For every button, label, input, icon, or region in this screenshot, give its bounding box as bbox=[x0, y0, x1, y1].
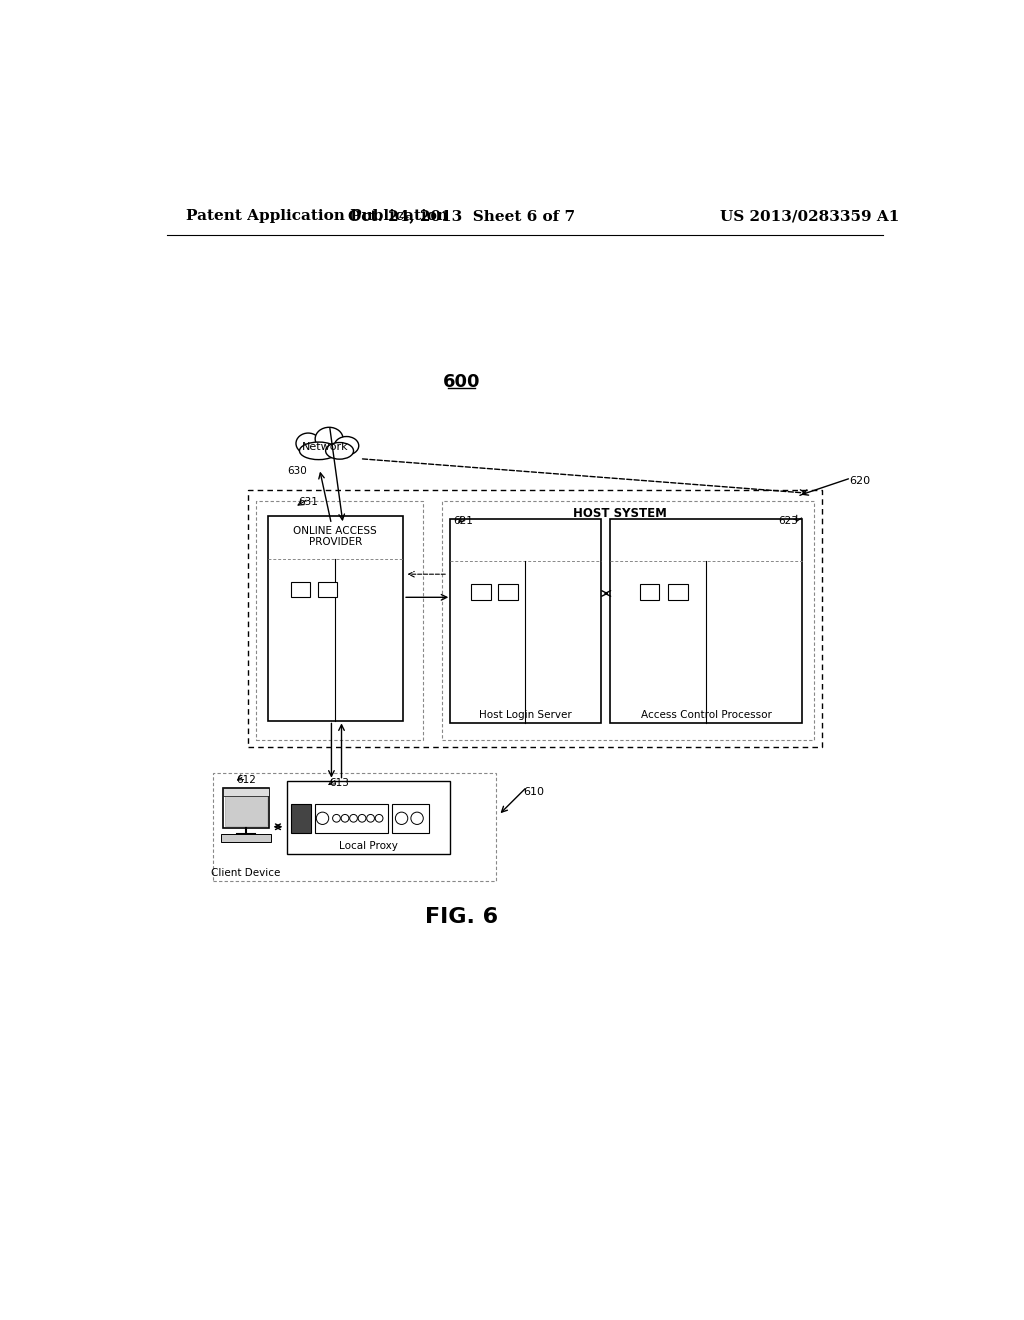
Text: 610: 610 bbox=[523, 787, 544, 797]
Text: HOST SYSTEM: HOST SYSTEM bbox=[573, 507, 667, 520]
Ellipse shape bbox=[335, 437, 358, 455]
FancyBboxPatch shape bbox=[610, 519, 802, 723]
Text: 620: 620 bbox=[849, 475, 869, 486]
FancyBboxPatch shape bbox=[222, 788, 269, 829]
FancyBboxPatch shape bbox=[669, 585, 687, 599]
Text: Client Device: Client Device bbox=[211, 867, 281, 878]
FancyBboxPatch shape bbox=[287, 780, 450, 854]
FancyBboxPatch shape bbox=[267, 516, 403, 721]
FancyBboxPatch shape bbox=[213, 774, 496, 880]
Text: 621: 621 bbox=[454, 516, 473, 527]
FancyBboxPatch shape bbox=[222, 788, 269, 796]
Text: US 2013/0283359 A1: US 2013/0283359 A1 bbox=[720, 209, 900, 223]
Text: 623: 623 bbox=[778, 516, 799, 527]
Text: 613: 613 bbox=[330, 779, 349, 788]
FancyBboxPatch shape bbox=[640, 585, 658, 599]
FancyBboxPatch shape bbox=[314, 804, 388, 833]
FancyBboxPatch shape bbox=[291, 582, 310, 598]
Text: 612: 612 bbox=[237, 775, 256, 785]
FancyBboxPatch shape bbox=[221, 834, 270, 842]
FancyBboxPatch shape bbox=[225, 793, 266, 826]
Text: 631: 631 bbox=[299, 498, 318, 507]
Text: Host Login Server: Host Login Server bbox=[479, 710, 571, 721]
Text: Access Control Processor: Access Control Processor bbox=[641, 710, 772, 721]
Text: 630: 630 bbox=[287, 466, 306, 477]
FancyBboxPatch shape bbox=[471, 585, 490, 599]
Text: FIG. 6: FIG. 6 bbox=[425, 907, 498, 927]
Text: Local Proxy: Local Proxy bbox=[339, 841, 397, 851]
Text: 600: 600 bbox=[442, 372, 480, 391]
FancyBboxPatch shape bbox=[248, 490, 821, 747]
Ellipse shape bbox=[299, 442, 338, 459]
FancyBboxPatch shape bbox=[317, 582, 337, 598]
FancyBboxPatch shape bbox=[442, 502, 814, 739]
Text: ONLINE ACCESS
PROVIDER: ONLINE ACCESS PROVIDER bbox=[294, 525, 377, 548]
Text: Oct. 24, 2013  Sheet 6 of 7: Oct. 24, 2013 Sheet 6 of 7 bbox=[348, 209, 574, 223]
FancyBboxPatch shape bbox=[499, 585, 518, 599]
Ellipse shape bbox=[315, 428, 343, 450]
FancyBboxPatch shape bbox=[450, 519, 601, 723]
Text: Network: Network bbox=[302, 442, 349, 453]
FancyBboxPatch shape bbox=[291, 804, 311, 833]
Ellipse shape bbox=[326, 442, 353, 459]
Text: Patent Application Publication: Patent Application Publication bbox=[186, 209, 449, 223]
Ellipse shape bbox=[296, 433, 321, 454]
FancyBboxPatch shape bbox=[256, 502, 423, 739]
FancyBboxPatch shape bbox=[392, 804, 429, 833]
